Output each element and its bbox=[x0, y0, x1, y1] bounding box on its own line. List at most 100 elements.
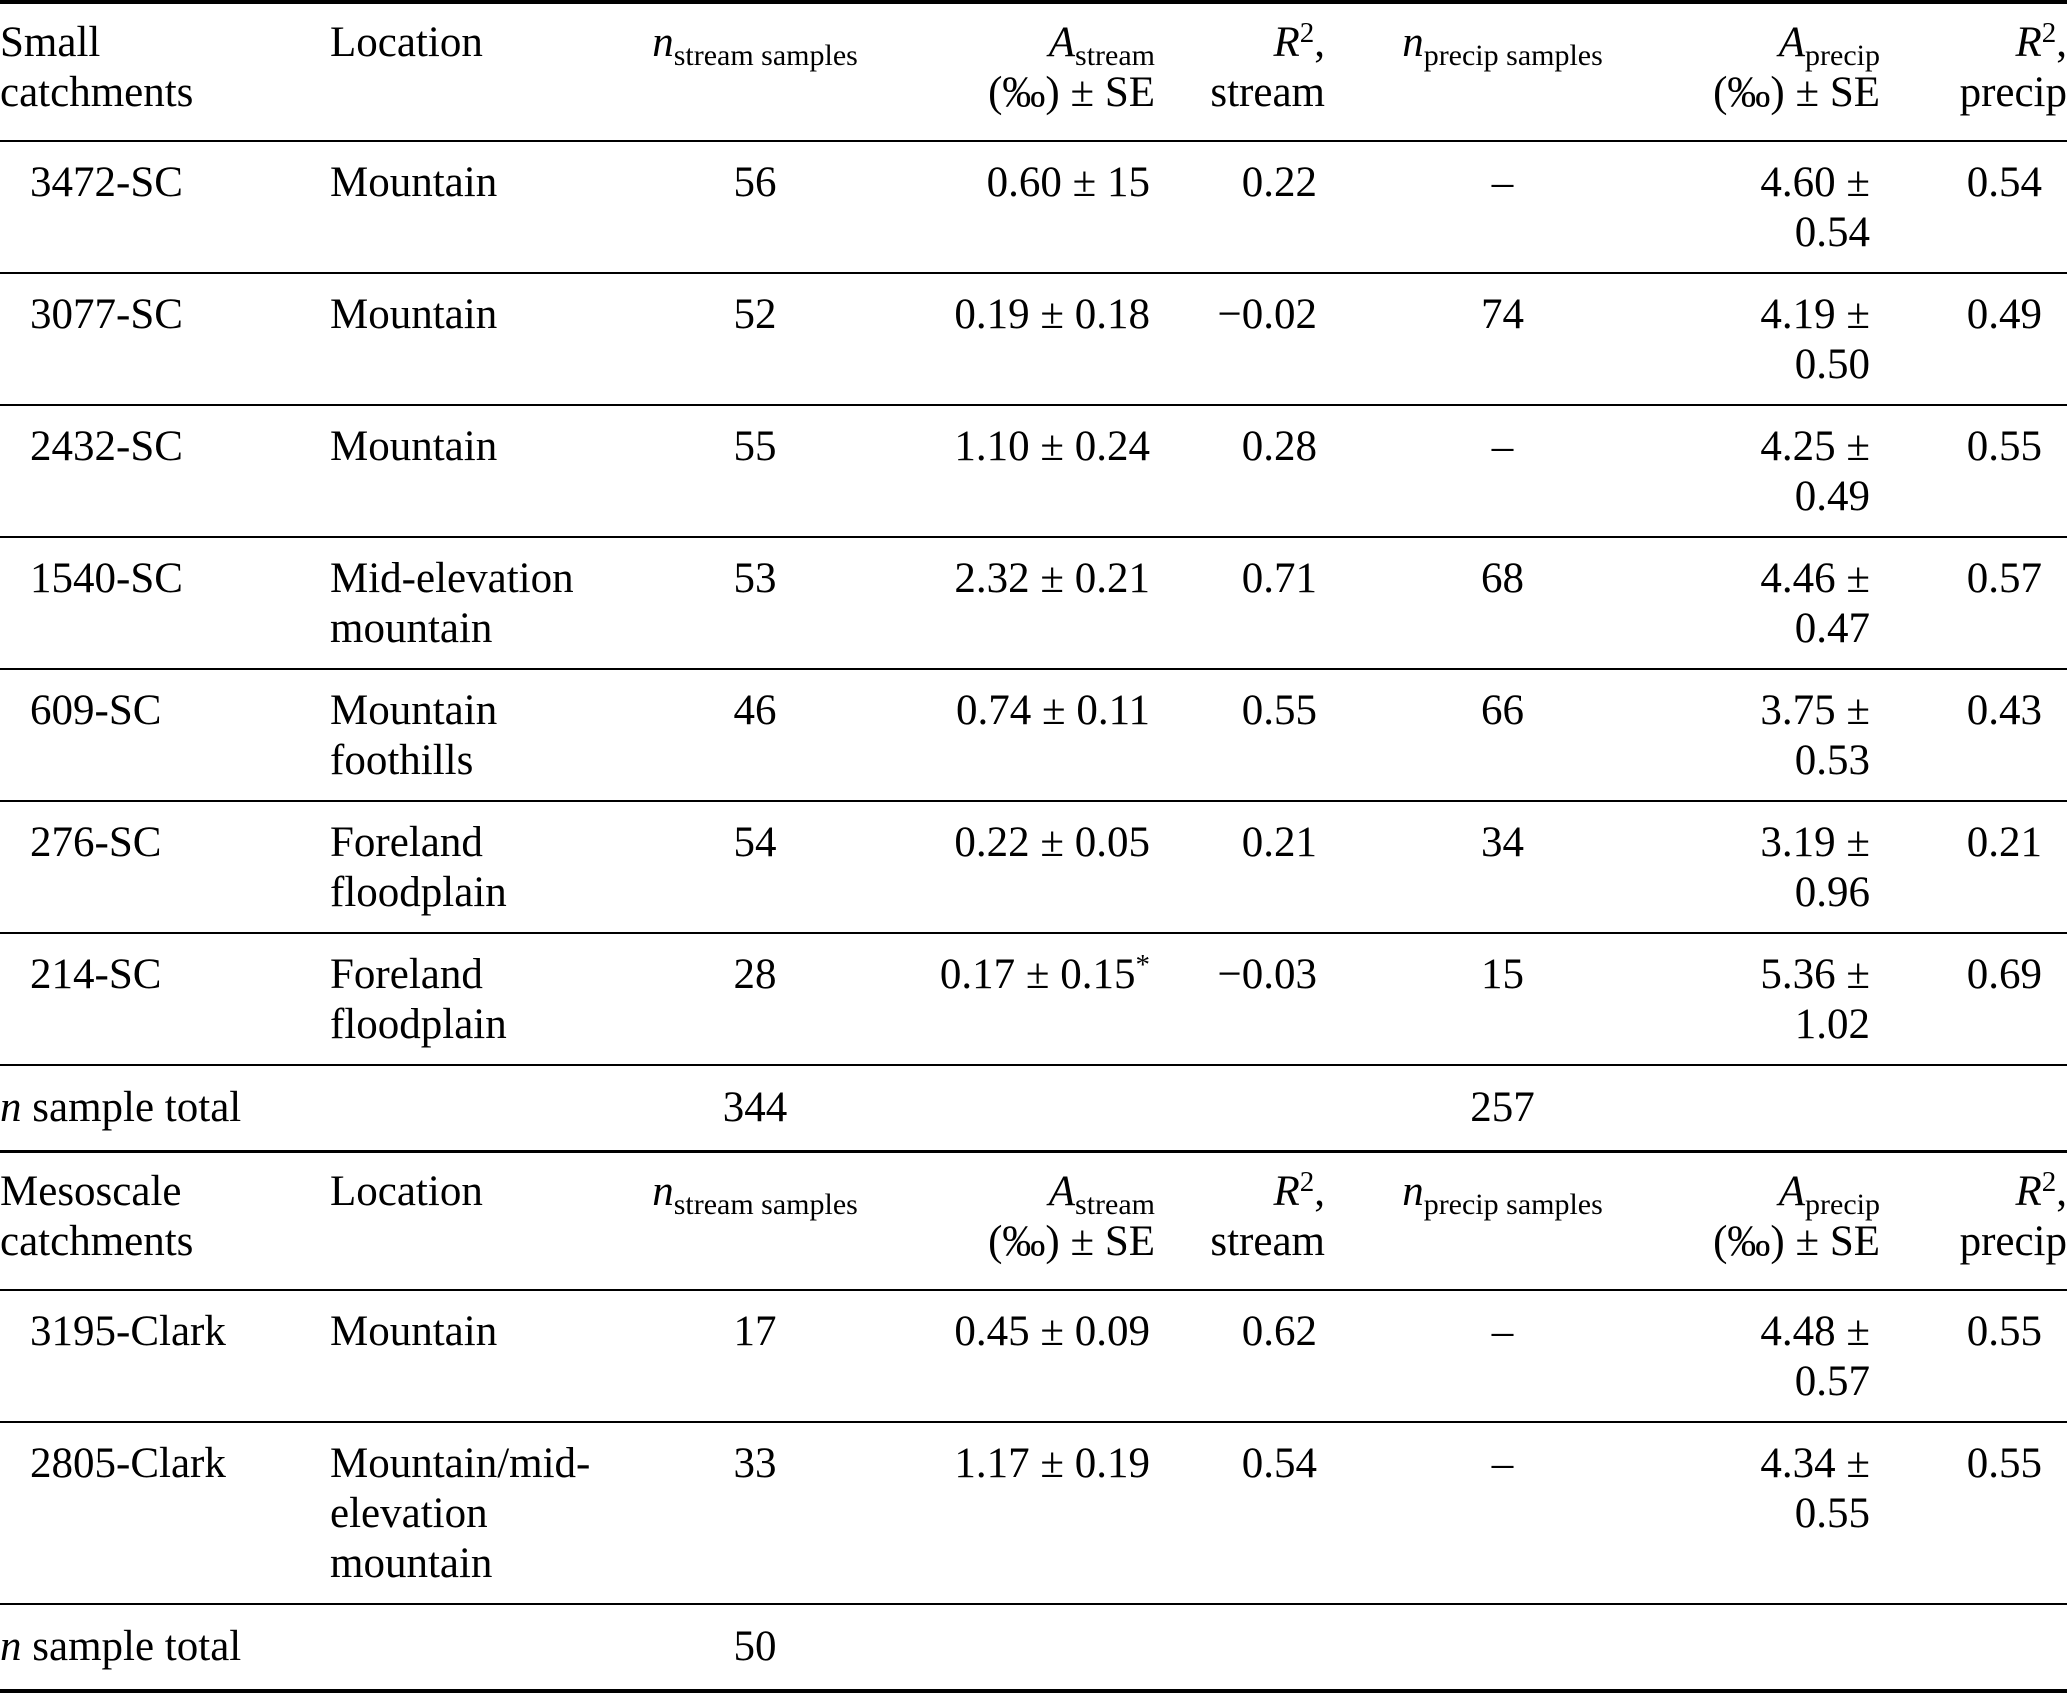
header-line: catchments bbox=[0, 1218, 194, 1265]
col-header-n-precip-samples: nprecip samples bbox=[1325, 1152, 1680, 1291]
header-row-mesoscale: Mesoscale catchments Location nstream sa… bbox=[0, 1151, 2067, 1291]
table-row: 3472-SC Mountain 56 0.60 ± 15 0.22 – 4.60 ± 0.… bbox=[0, 141, 2067, 273]
cell-a-stream: 0.45 ± 0.09 bbox=[954, 1308, 1150, 1355]
math-symbol-n: n bbox=[0, 1623, 22, 1670]
cell-catchment-id: 3077-SC bbox=[30, 291, 183, 338]
math-subscript: precip bbox=[1805, 39, 1880, 72]
math-subscript: stream bbox=[1075, 1188, 1155, 1221]
math-symbol-n: n bbox=[0, 1084, 22, 1131]
cell-n-stream-samples: 55 bbox=[733, 423, 777, 470]
total-n-stream: 50 bbox=[733, 1623, 777, 1670]
significance-asterisk: * bbox=[1135, 949, 1151, 981]
math-superscript: 2 bbox=[1299, 1166, 1315, 1198]
col-header-r2-stream: R2, stream bbox=[1155, 1152, 1325, 1291]
total-label-text: sample total bbox=[21, 1084, 242, 1131]
math-superscript: 2 bbox=[1299, 17, 1315, 49]
cell-n-precip-samples: – bbox=[1491, 159, 1514, 206]
cell-location: Mountain bbox=[330, 159, 498, 206]
cell-location: Mountain bbox=[330, 423, 498, 470]
cell-n-stream-samples: 53 bbox=[733, 555, 777, 602]
col-header-a-stream: Astream (‰) ± SE bbox=[875, 2, 1155, 141]
empty-cell bbox=[875, 1065, 1155, 1152]
cell-r2-precip: 0.55 bbox=[1966, 1308, 2042, 1355]
total-label: n sample total bbox=[0, 1065, 330, 1152]
col-header-a-stream: Astream (‰) ± SE bbox=[875, 1152, 1155, 1291]
cell-location: Foreland floodplain bbox=[330, 819, 507, 916]
cell-a-stream: 1.17 ± 0.19 bbox=[954, 1440, 1150, 1487]
section-small-catchments: Small catchments Location nstream sample… bbox=[0, 2, 2067, 1152]
cell-a-precip: 3.75 ± 0.53 bbox=[1760, 687, 1870, 784]
cell-a-stream: 0.60 ± 15 bbox=[986, 159, 1150, 206]
empty-cell bbox=[1155, 1604, 1325, 1691]
comma: , bbox=[1314, 19, 1325, 66]
comma: , bbox=[2056, 1168, 2067, 1215]
cell-n-stream-samples: 28 bbox=[733, 951, 777, 998]
total-n-precip bbox=[1325, 1604, 1680, 1691]
empty-cell bbox=[1155, 1065, 1325, 1152]
cell-r2-precip: 0.54 bbox=[1966, 159, 2042, 206]
cell-location: Mountain bbox=[330, 1308, 498, 1355]
col-header-location: Location bbox=[330, 1168, 483, 1215]
cell-r2-stream: −0.03 bbox=[1217, 951, 1317, 998]
header-line: catchments bbox=[0, 69, 194, 116]
math-symbol-n: n bbox=[652, 1168, 674, 1215]
empty-cell bbox=[330, 1604, 635, 1691]
header-row-small: Small catchments Location nstream sample… bbox=[0, 2, 2067, 141]
cell-catchment-id: 609-SC bbox=[30, 687, 162, 734]
header-line: Mesoscale bbox=[0, 1168, 182, 1215]
math-symbol-n: n bbox=[1402, 19, 1424, 66]
empty-cell bbox=[875, 1604, 1155, 1691]
header-line: stream bbox=[1210, 69, 1325, 116]
math-subscript: stream samples bbox=[673, 39, 858, 72]
math-symbol-a: A bbox=[1048, 19, 1076, 66]
cell-r2-precip: 0.21 bbox=[1966, 819, 2042, 866]
header-line: precip bbox=[1959, 69, 2067, 116]
table-row: 214-SC Foreland floodplain 28 0.17 ± 0.15* −… bbox=[0, 933, 2067, 1065]
total-n-stream: 344 bbox=[722, 1084, 788, 1131]
empty-cell bbox=[330, 1065, 635, 1152]
cell-r2-precip: 0.69 bbox=[1966, 951, 2042, 998]
cell-a-precip: 4.25 ± 0.49 bbox=[1760, 423, 1870, 520]
cell-a-precip: 4.60 ± 0.54 bbox=[1760, 159, 1870, 256]
cell-n-precip-samples: 34 bbox=[1481, 819, 1524, 866]
header-line: (‰) ± SE bbox=[1713, 1218, 1880, 1265]
col-header-n-precip-samples: nprecip samples bbox=[1325, 2, 1680, 141]
math-symbol-r: R bbox=[1273, 1168, 1300, 1215]
table-row: 3195-Clark Mountain 17 0.45 ± 0.09 0.62 – 4.48… bbox=[0, 1290, 2067, 1422]
header-line: (‰) ± SE bbox=[988, 69, 1155, 116]
table-row: 2805-Clark Mountain/mid-elevation mountai… bbox=[0, 1422, 2067, 1604]
math-subscript: precip samples bbox=[1423, 39, 1603, 72]
cell-catchment-id: 3195-Clark bbox=[30, 1308, 226, 1355]
math-symbol-a: A bbox=[1048, 1168, 1076, 1215]
cell-catchment-id: 2432-SC bbox=[30, 423, 183, 470]
cell-n-stream-samples: 46 bbox=[733, 687, 777, 734]
cell-a-precip: 5.36 ± 1.02 bbox=[1760, 951, 1870, 1048]
empty-cell bbox=[1680, 1604, 1880, 1691]
math-subscript: stream samples bbox=[673, 1188, 858, 1221]
math-symbol-n: n bbox=[1402, 1168, 1424, 1215]
col-header-mesoscale-catchments: Mesoscale catchments bbox=[0, 1152, 330, 1291]
col-header-a-precip: Aprecip (‰) ± SE bbox=[1680, 2, 1880, 141]
cell-catchment-id: 3472-SC bbox=[30, 159, 183, 206]
cell-r2-stream: 0.55 bbox=[1241, 687, 1317, 734]
cell-n-stream-samples: 56 bbox=[733, 159, 777, 206]
total-label-text: sample total bbox=[21, 1623, 242, 1670]
table-row: 3077-SC Mountain 52 0.19 ± 0.18 −0.02 74 4.19 … bbox=[0, 273, 2067, 405]
cell-r2-precip: 0.43 bbox=[1966, 687, 2042, 734]
header-line: (‰) ± SE bbox=[988, 1218, 1155, 1265]
col-header-a-precip: Aprecip (‰) ± SE bbox=[1680, 1152, 1880, 1291]
comma: , bbox=[2056, 19, 2067, 66]
cell-a-stream: 0.22 ± 0.05 bbox=[954, 819, 1150, 866]
math-symbol-r: R bbox=[2015, 19, 2042, 66]
cell-location: Mountain bbox=[330, 291, 498, 338]
col-header-r2-precip: R2, precip bbox=[1880, 2, 2067, 141]
section-mesoscale-catchments: Mesoscale catchments Location nstream sa… bbox=[0, 1151, 2067, 1692]
math-subscript: stream bbox=[1075, 39, 1155, 72]
cell-n-precip-samples: – bbox=[1491, 1440, 1514, 1487]
col-header-n-stream-samples: nstream samples bbox=[635, 2, 875, 141]
header-line: (‰) ± SE bbox=[1713, 69, 1880, 116]
math-superscript: 2 bbox=[2041, 1166, 2057, 1198]
cell-r2-precip: 0.55 bbox=[1966, 1440, 2042, 1487]
cell-n-precip-samples: 68 bbox=[1481, 555, 1524, 602]
